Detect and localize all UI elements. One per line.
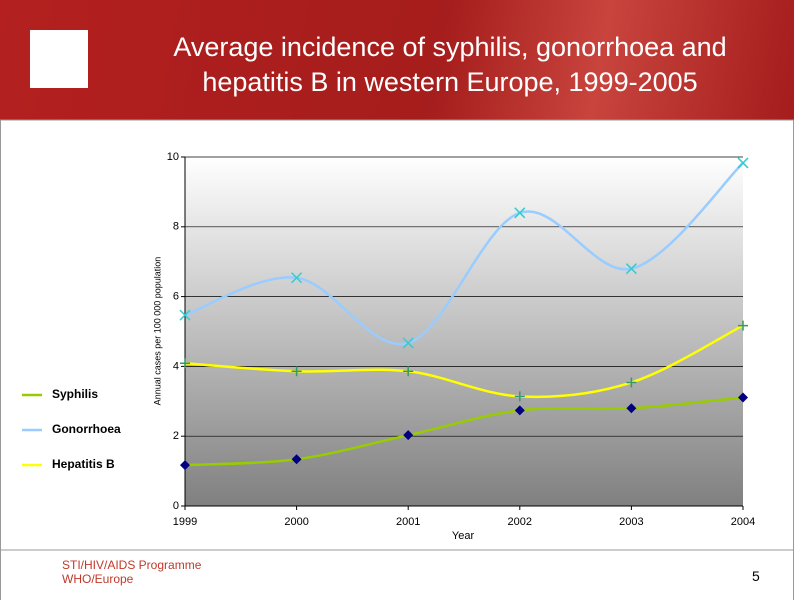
- y-tick-label: 8: [173, 221, 179, 233]
- page-number: 5: [752, 568, 760, 584]
- marker: [291, 272, 303, 284]
- series-line: [184, 396, 744, 467]
- footer-line: STI/HIV/AIDS Programme: [62, 558, 202, 572]
- legend-label: Hepatitis B: [52, 457, 115, 471]
- marker: [626, 377, 637, 388]
- marker: [737, 157, 749, 169]
- y-tick-label: 6: [173, 291, 179, 303]
- y-tick-label: 10: [167, 151, 179, 163]
- marker: [514, 207, 526, 219]
- logo: [30, 30, 88, 88]
- marker: [179, 309, 191, 321]
- legend-label: Gonorrhoea: [52, 422, 121, 436]
- x-tick-label: 2000: [284, 516, 308, 528]
- marker: [626, 403, 637, 414]
- x-tick-label: 2003: [619, 516, 643, 528]
- marker: [738, 320, 748, 331]
- x-axis-label: Year: [452, 530, 475, 542]
- marker: [403, 430, 414, 441]
- marker: [402, 337, 414, 349]
- header: [0, 0, 794, 120]
- x-tick-label: 2002: [508, 516, 532, 528]
- marker: [291, 454, 302, 465]
- marker: [291, 366, 302, 377]
- plot-area: [185, 157, 743, 506]
- legend-label: Syphilis: [52, 387, 98, 401]
- x-tick-label: 2001: [396, 516, 420, 528]
- x-tick-label: 2004: [731, 516, 755, 528]
- y-axis-label: Annual cases per 100 000 population: [152, 257, 162, 406]
- series-line: [184, 162, 744, 346]
- marker: [625, 263, 637, 275]
- series-line: [184, 324, 744, 399]
- marker: [403, 366, 414, 377]
- marker: [180, 358, 190, 369]
- marker: [514, 391, 525, 402]
- y-tick-label: 2: [173, 430, 179, 442]
- marker: [180, 460, 190, 471]
- footer: STI/HIV/AIDS Programme WHO/Europe: [62, 558, 201, 586]
- footer-line: WHO/Europe: [62, 572, 134, 586]
- y-tick-label: 0: [173, 500, 179, 512]
- marker: [514, 405, 525, 416]
- x-tick-label: 1999: [173, 516, 197, 528]
- marker: [738, 392, 748, 403]
- y-tick-label: 4: [173, 360, 179, 372]
- chart-title: Average incidence of syphilis, gonorrhoe…: [173, 32, 727, 97]
